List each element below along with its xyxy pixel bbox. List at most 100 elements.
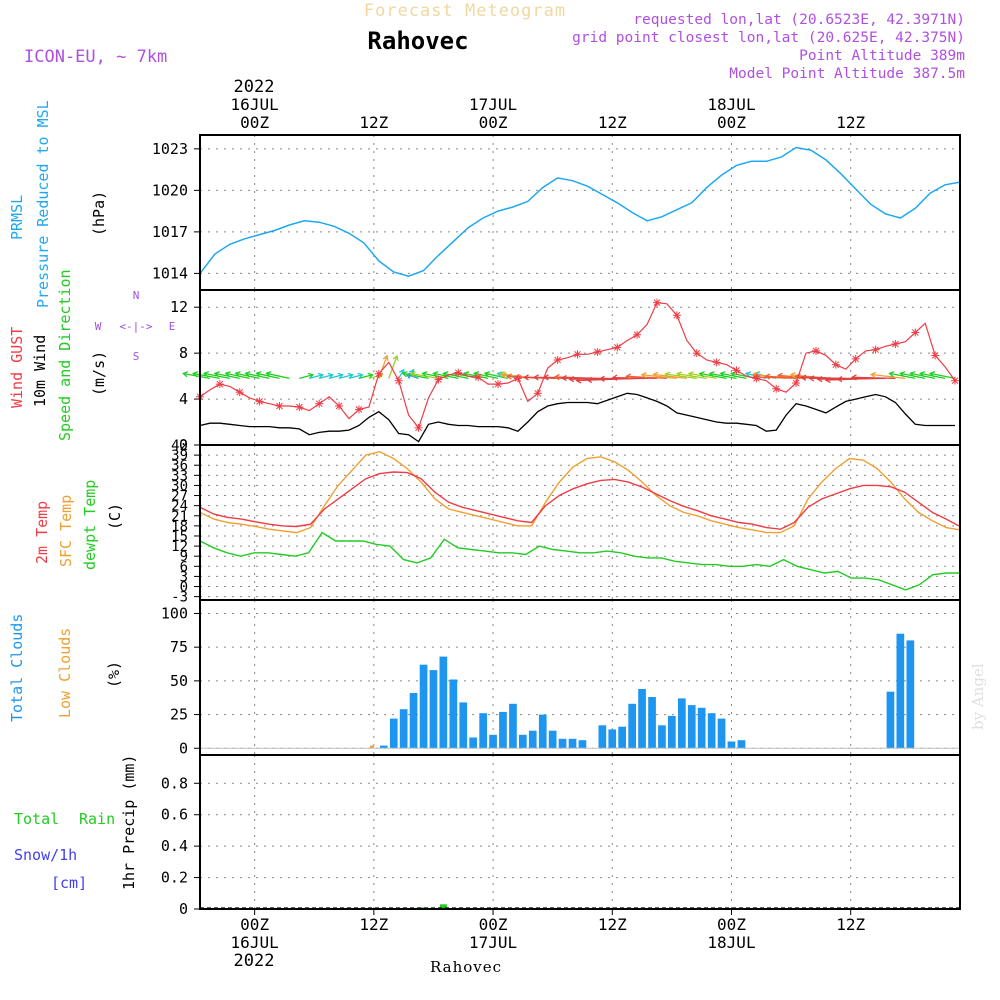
compass-e: E (169, 320, 176, 333)
total-cloud-bar (717, 718, 726, 749)
ytick-label: 42 (171, 438, 188, 454)
compass-w: W (95, 320, 102, 333)
total-cloud-bar (419, 664, 428, 749)
wind-10m-line (199, 392, 955, 443)
pressure-panel-labels: PRMSL Pressure Reduced to MSL (hPa) (8, 100, 108, 308)
wind-arrow-head (553, 373, 560, 381)
top-date-label: 18JUL (707, 95, 755, 114)
watermark: by Angel (969, 663, 987, 730)
bottom-hour-label: 12Z (836, 915, 865, 934)
ytick-label: 12 (171, 539, 188, 555)
wind-arrow-head (347, 372, 354, 379)
footer-location: Rahovec (430, 958, 502, 976)
total-cloud-bar (439, 656, 448, 749)
ytick-label: 50 (170, 672, 188, 690)
gust-marker (573, 350, 582, 359)
temp-unit-label: (C) (106, 503, 124, 530)
bottom-year: 2022 (234, 951, 275, 971)
ytick-label: 0.6 (161, 806, 188, 824)
ytick-label: 25 (170, 706, 188, 724)
wind-arrow-head (611, 374, 618, 381)
wind-gust-line (199, 301, 956, 430)
gust-marker (414, 423, 423, 432)
pressure-panel: 1014 1017 1020 1023 (152, 134, 961, 291)
ytick-label: 4 (179, 390, 188, 408)
compass-s: S (133, 350, 140, 363)
total-cloud-bar (459, 702, 468, 749)
wind-arrow-head (265, 371, 272, 378)
wind-arrow-head (888, 371, 895, 378)
gust-marker (891, 339, 900, 348)
clouds-frame (199, 599, 961, 756)
gust-marker (374, 369, 383, 378)
wind-gust-label: Wind GUST (8, 327, 26, 408)
bottom-hour-label: 00Z (240, 915, 269, 934)
wind-arrow-head (800, 374, 807, 381)
wind-arrow (358, 374, 373, 380)
wind-arrow-head (719, 371, 726, 378)
pressure-line (199, 146, 961, 277)
wind-arrow (443, 372, 469, 380)
wind-arrow-head (652, 371, 659, 378)
gust-marker (951, 376, 960, 385)
cloud-unit-label: (%) (105, 661, 123, 688)
temp-sfc-label: SFC Temp (57, 495, 75, 567)
wind-arrow-head (808, 375, 815, 382)
wind-arrow-head (505, 373, 512, 380)
wind-arrow (319, 374, 333, 380)
rain-bar (439, 904, 447, 909)
temp-sfc-line (199, 450, 961, 534)
wind-arrow (612, 376, 658, 380)
ytick-label: 75 (170, 638, 188, 656)
wind-arrow (852, 376, 896, 380)
wind-arrow-head (850, 374, 857, 381)
wind-arrow-head (675, 371, 683, 378)
total-clouds-label: Total Clouds (8, 614, 26, 722)
wind-arrow (653, 373, 687, 380)
top-hour-label: 12Z (836, 113, 865, 132)
wind-arrow (402, 372, 429, 380)
gust-marker (215, 380, 224, 389)
gust-marker (354, 405, 363, 414)
gust-marker (533, 389, 542, 398)
temp-dewpt-line (199, 531, 960, 591)
gust-marker (275, 401, 284, 410)
gust-marker (593, 348, 602, 356)
gust-marker (772, 384, 781, 393)
ytick-label: 0.8 (161, 774, 188, 792)
wind-arrow-head (401, 371, 408, 378)
gust-marker (652, 298, 661, 307)
wind-arrow (398, 369, 405, 379)
wind-arrow-head (824, 376, 831, 384)
total-cloud-bar (548, 730, 557, 749)
ytick-label: 0 (179, 900, 188, 918)
ytick-label: 1020 (152, 181, 188, 199)
gust-marker (633, 330, 642, 339)
total-cloud-bar (409, 693, 418, 749)
clouds-panel: 0 25 50 75 100 (161, 599, 961, 757)
location-title: Rahovec (367, 27, 468, 55)
total-cloud-bar (658, 725, 666, 749)
total-cloud-bar (578, 740, 587, 749)
wind-arrow-head (337, 372, 344, 379)
wind-arrow-head (532, 374, 539, 381)
total-cloud-bar (886, 691, 895, 749)
forecast-title: Forecast Meteogram (364, 1, 566, 21)
bottom-hour-label: 12Z (359, 915, 388, 934)
bottom-hour-label: 12Z (598, 915, 627, 934)
bottom-date-label: 17JUL (469, 933, 517, 952)
total-cloud-bar (379, 745, 388, 749)
wind-arrow-head (307, 372, 315, 379)
ytick-label: 27 (171, 489, 188, 505)
wind-arrow-head (182, 371, 189, 378)
wind-arrow (338, 374, 353, 380)
wind-arrow-head (625, 373, 632, 380)
wind-speed-dir-label: Speed and Direction (56, 269, 74, 441)
wind-arrow (299, 374, 314, 380)
compass-cross: <-|-> (119, 320, 152, 333)
ytick-label: 1014 (152, 264, 188, 282)
total-label: Total (14, 810, 59, 828)
wind-arrow (256, 372, 280, 380)
